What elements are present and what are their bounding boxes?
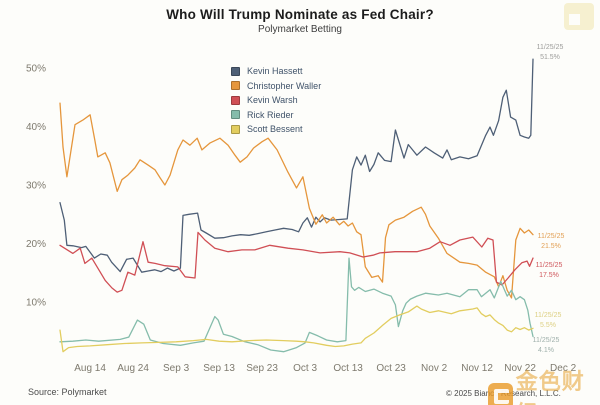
chart-legend: Kevin Hassett Christopher Waller Kevin War… [231,64,321,137]
legend-item-waller: Christopher Waller [231,79,321,94]
annotation-value: 4.1% [538,346,554,354]
watermark: 金色财经 [488,364,600,405]
y-axis-tick-label: 50% [26,64,46,75]
x-axis-tick-label: Aug 14 [74,363,106,374]
x-axis-tick-label: Dec 2 [550,363,577,374]
legend-item-rieder: Rick Rieder [231,108,321,123]
legend-item-warsh: Kevin Warsh [231,93,321,108]
annotation-value: 17.5% [539,272,559,280]
annotation-date: 11/25/25 [534,312,562,320]
x-axis-tick-label: Nov 2 [421,363,448,374]
series-line-hassett [59,58,534,273]
annotation-date: 11/25/25 [535,262,563,270]
legend-label-waller: Christopher Waller [247,80,322,91]
annotation-date: 11/25/25 [536,44,564,52]
watermark-text: 金色财经 [515,369,585,405]
y-axis-tick-label: 30% [26,181,46,192]
legend-swatch-waller [231,81,240,91]
jinse-watermark-icon [488,382,513,405]
annotation-value: 21.5% [541,242,561,250]
series-line-warsh [59,231,534,293]
legend-swatch-bessent [231,124,240,134]
annotation-hassett: 11/25/25 51.5% [530,43,570,63]
annotation-value: 51.5% [540,54,560,62]
legend-item-bessent: Scott Bessent [231,122,321,137]
series-line-rieder [59,257,534,353]
annotation-date: 11/25/25 [532,336,560,344]
legend-label-rieder: Rick Rieder [247,109,294,120]
x-axis-tick-label: Sep 13 [203,363,235,374]
legend-item-hassett: Kevin Hassett [231,64,321,79]
x-axis-tick-label: Aug 24 [117,363,149,374]
x-axis-tick-label: Nov 12 [461,363,493,374]
jinse-watermark-glyph [494,388,509,404]
y-axis-tick-label: 10% [26,298,46,309]
x-axis-tick-label: Sep 23 [246,363,278,374]
y-axis-tick-label: 40% [26,122,46,133]
annotation-warsh: 11/25/25 17.5% [529,261,569,281]
x-axis-tick-label: Oct 13 [333,363,363,374]
x-axis-tick-label: Sep 3 [163,363,190,374]
legend-label-warsh: Kevin Warsh [247,95,298,106]
series-line-bessent [59,305,534,353]
legend-label-bessent: Scott Bessent [247,124,303,135]
legend-swatch-warsh [231,95,240,105]
bianco-logo-inner [569,14,580,25]
chart-subtitle: Polymarket Betting [258,24,342,35]
chart-title: Who Will Trump Nominate as Fed Chair? [166,7,434,22]
x-axis-tick-label: Oct 23 [376,363,406,374]
x-axis-tick-label: Nov 22 [504,363,536,374]
source-label: Source: Polymarket [28,387,107,397]
series-line-waller [59,102,534,299]
annotation-bessent: 11/25/25 5.5% [528,311,568,331]
annotation-value: 5.5% [540,322,556,330]
y-axis-tick-label: 20% [26,239,46,250]
legend-swatch-hassett [231,66,240,76]
legend-swatch-rieder [231,110,240,120]
legend-label-hassett: Kevin Hassett [247,66,303,77]
annotation-waller: 11/25/25 21.5% [531,232,571,252]
x-axis-tick-label: Oct 3 [293,363,317,374]
annotation-rieder: 11/25/25 4.1% [526,336,566,356]
annotation-date: 11/25/25 [537,232,565,240]
bianco-logo-icon [564,3,594,30]
